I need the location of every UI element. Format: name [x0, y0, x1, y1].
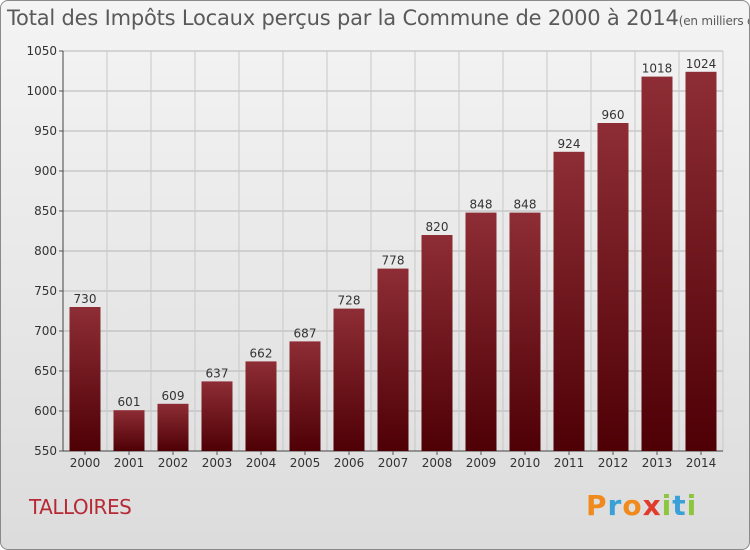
data-label: 848	[514, 198, 537, 212]
chart-title: Total des Impôts Locaux perçus par la Co…	[7, 6, 749, 30]
data-label: 687	[294, 326, 317, 340]
y-tick-label: 850	[34, 204, 57, 218]
data-label: 728	[338, 294, 361, 308]
bars	[69, 71, 717, 452]
x-tick-label: 2007	[378, 456, 409, 470]
x-tick-label: 2003	[202, 456, 233, 470]
bar	[377, 268, 409, 451]
data-label: 820	[426, 220, 449, 234]
x-tick-label: 2010	[510, 456, 541, 470]
data-labels: 730 601 609 637 662 687 728 778 820 848 848 924 960 1…	[74, 57, 717, 409]
x-tick-label: 2012	[598, 456, 629, 470]
logo-letter: r	[607, 489, 623, 522]
data-label: 662	[250, 346, 273, 360]
bar	[289, 341, 321, 451]
x-tick-label: 2011	[554, 456, 585, 470]
y-tick-label: 550	[34, 444, 57, 458]
x-tick-label: 2008	[422, 456, 453, 470]
data-label: 637	[206, 366, 229, 380]
data-label: 609	[162, 389, 185, 403]
logo-letter: P	[586, 489, 608, 522]
y-tick-label: 800	[34, 244, 57, 258]
bar	[69, 307, 101, 451]
logo-letter: o	[622, 489, 643, 522]
logo-letter: t	[672, 489, 687, 522]
bar	[553, 151, 585, 452]
tick-labels: 550 600 650 700 750 800 850 900 950 1000 1050 2000 2…	[26, 44, 716, 470]
x-tick-label: 2005	[290, 456, 321, 470]
bar	[509, 212, 541, 451]
bar	[641, 76, 673, 451]
bar	[201, 381, 233, 451]
data-label: 730	[74, 292, 97, 306]
data-label: 960	[602, 108, 625, 122]
bar	[113, 410, 145, 451]
bar	[157, 403, 189, 451]
bar	[421, 235, 453, 451]
data-label: 1018	[642, 62, 673, 76]
x-tick-label: 2001	[114, 456, 145, 470]
y-tick-label: 700	[34, 324, 57, 338]
proxiti-logo: Proxiti	[586, 489, 697, 522]
chart-title-main: Total des Impôts Locaux perçus par la Co…	[7, 6, 679, 30]
chart-subtitle: (en milliers d'€)	[678, 14, 749, 28]
bar	[685, 71, 717, 452]
x-tick-label: 2004	[246, 456, 277, 470]
data-label: 601	[118, 395, 141, 409]
bar	[597, 123, 629, 451]
x-tick-label: 2009	[466, 456, 497, 470]
x-tick-label: 2013	[642, 456, 673, 470]
data-label: 778	[382, 254, 405, 268]
logo-letter: i	[686, 489, 698, 522]
data-label: 1024	[686, 57, 717, 71]
bar	[465, 212, 497, 451]
y-tick-label: 1000	[26, 84, 57, 98]
x-tick-label: 2014	[686, 456, 717, 470]
y-tick-label: 900	[34, 164, 57, 178]
y-tick-label: 750	[34, 284, 57, 298]
x-tick-label: 2006	[334, 456, 365, 470]
logo-letter: x	[642, 489, 662, 522]
bar	[333, 308, 365, 451]
x-tick-label: 2000	[70, 456, 101, 470]
y-tick-label: 600	[34, 404, 57, 418]
y-tick-label: 950	[34, 124, 57, 138]
bar	[245, 361, 277, 451]
x-tick-label: 2002	[158, 456, 189, 470]
logo-letter: i	[661, 489, 673, 522]
y-tick-label: 650	[34, 364, 57, 378]
data-label: 848	[470, 198, 493, 212]
y-tick-label: 1050	[26, 44, 57, 58]
data-label: 924	[558, 137, 581, 151]
commune-name: TALLOIRES	[29, 495, 132, 519]
